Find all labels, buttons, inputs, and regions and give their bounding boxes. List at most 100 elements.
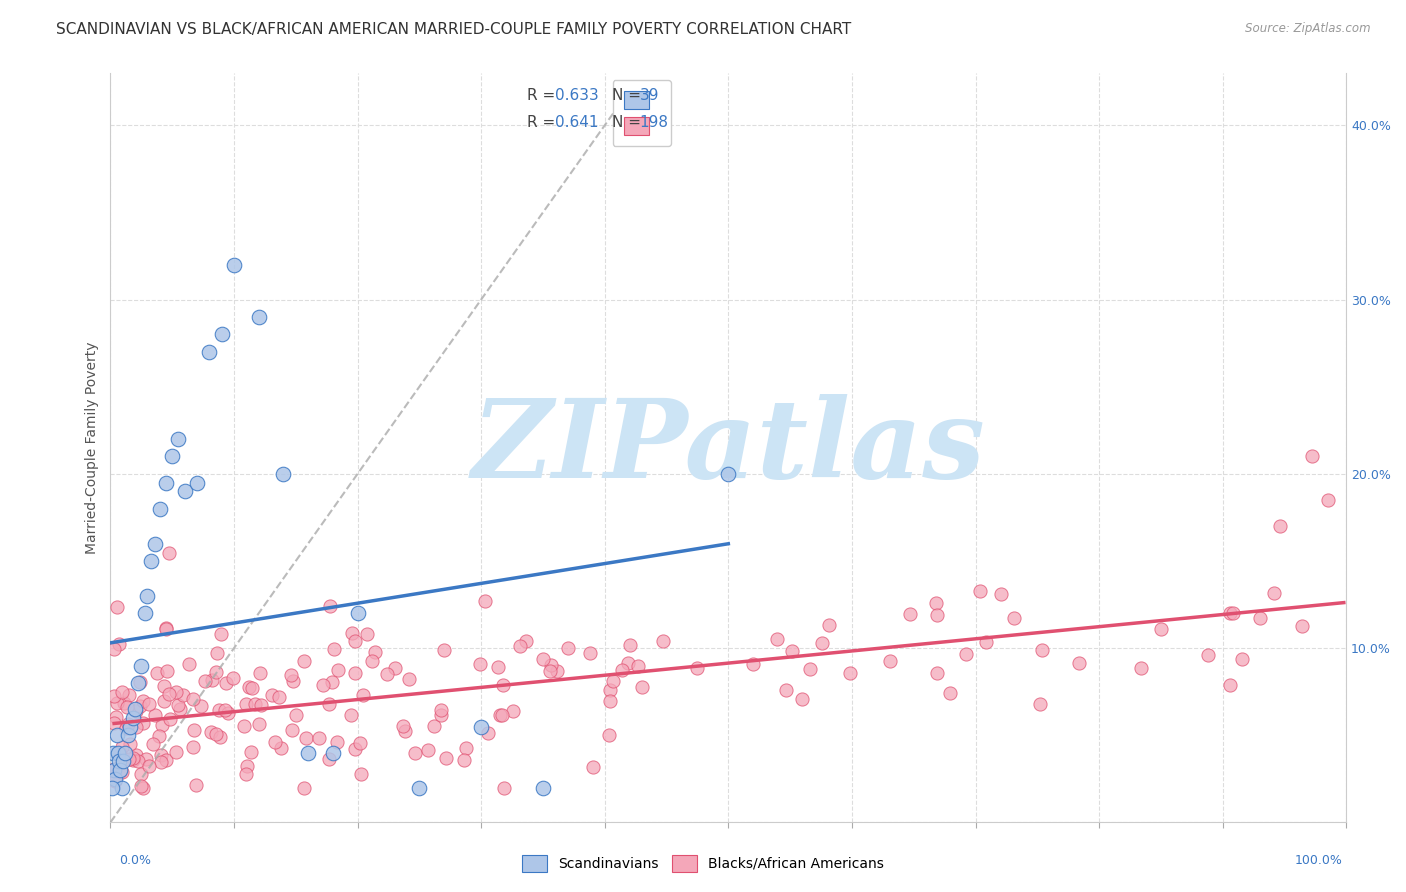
Point — [143, 536, 166, 550]
Point — [103, 642, 125, 657]
Text: 39: 39 — [640, 88, 659, 103]
Point — [155, 753, 177, 767]
Point — [470, 657, 492, 671]
Point — [318, 697, 340, 711]
Point — [433, 643, 456, 657]
Point — [247, 717, 270, 731]
Point — [172, 688, 194, 702]
Point — [322, 746, 344, 760]
Point — [173, 484, 195, 499]
Point — [201, 673, 224, 687]
Point — [1230, 652, 1253, 666]
Point — [103, 762, 125, 776]
Point — [281, 723, 304, 738]
Point — [349, 736, 371, 750]
Point — [344, 665, 367, 680]
Point — [352, 688, 374, 702]
Point — [1222, 606, 1244, 620]
Point — [384, 661, 406, 675]
Point — [111, 684, 134, 698]
Text: R =: R = — [527, 115, 561, 129]
Point — [111, 755, 134, 769]
Point — [423, 719, 446, 733]
Point — [159, 712, 181, 726]
Point — [235, 697, 257, 711]
Text: 0.641: 0.641 — [555, 115, 599, 129]
Point — [235, 759, 257, 773]
Point — [114, 746, 136, 760]
Point — [129, 766, 152, 780]
Point — [111, 765, 134, 780]
Point — [509, 640, 531, 654]
Point — [1129, 661, 1152, 675]
Point — [156, 664, 179, 678]
Point — [155, 475, 177, 490]
Point — [810, 636, 832, 650]
Point — [1291, 619, 1313, 633]
Text: ZIPatlas: ZIPatlas — [471, 394, 986, 501]
Point — [1316, 493, 1339, 508]
Point — [120, 719, 142, 733]
Point — [238, 680, 260, 694]
Point — [118, 752, 141, 766]
Point — [204, 665, 226, 679]
Text: 100.0%: 100.0% — [1295, 854, 1343, 867]
Point — [839, 665, 862, 680]
Point — [181, 691, 204, 706]
Point — [531, 780, 554, 795]
Point — [103, 690, 125, 704]
Point — [775, 683, 797, 698]
Point — [110, 780, 132, 795]
Point — [598, 728, 620, 742]
Point — [200, 724, 222, 739]
Point — [207, 646, 229, 660]
Point — [686, 661, 709, 675]
Point — [557, 640, 579, 655]
Point — [135, 752, 157, 766]
Point — [121, 753, 143, 767]
Point — [121, 711, 143, 725]
Point — [169, 702, 191, 716]
Point — [221, 671, 243, 685]
Point — [157, 687, 180, 701]
Point — [142, 737, 165, 751]
Point — [626, 659, 648, 673]
Point — [453, 753, 475, 767]
Point — [146, 665, 169, 680]
Point — [110, 765, 132, 780]
Point — [328, 663, 350, 677]
Point — [269, 690, 291, 704]
Text: 198: 198 — [640, 115, 669, 129]
Text: N =: N = — [612, 88, 645, 103]
Point — [281, 674, 304, 689]
Point — [1069, 657, 1091, 671]
Point — [1263, 585, 1285, 599]
Y-axis label: Married-Couple Family Poverty: Married-Couple Family Poverty — [86, 342, 100, 554]
Point — [321, 674, 343, 689]
Point — [602, 673, 624, 688]
Point — [925, 596, 948, 610]
Point — [132, 694, 155, 708]
Point — [599, 694, 621, 708]
Point — [155, 622, 177, 636]
Point — [186, 778, 208, 792]
Point — [194, 673, 217, 688]
Point — [1150, 623, 1173, 637]
Point — [245, 697, 267, 711]
Point — [491, 708, 513, 723]
Point — [167, 698, 190, 713]
Text: 0.633: 0.633 — [555, 88, 599, 103]
Point — [239, 746, 262, 760]
Point — [619, 638, 641, 652]
Point — [104, 772, 127, 786]
Point — [292, 654, 315, 668]
Point — [124, 705, 146, 719]
Point — [107, 600, 129, 615]
Text: N =: N = — [612, 115, 645, 129]
Point — [280, 667, 302, 681]
Point — [103, 763, 125, 777]
Legend: Scandinavians, Blacks/African Americans: Scandinavians, Blacks/African Americans — [516, 849, 890, 878]
Point — [1028, 698, 1050, 712]
Point — [900, 607, 922, 621]
Point — [1197, 648, 1219, 663]
